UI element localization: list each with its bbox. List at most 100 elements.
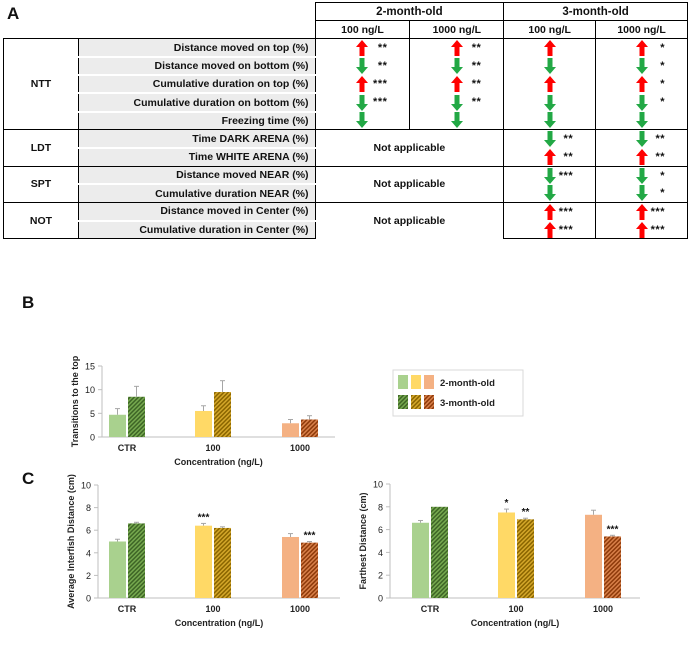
arrow-down-icon xyxy=(543,58,556,75)
arrow-up-icon xyxy=(635,203,648,220)
test-group-label: NOT xyxy=(3,202,79,240)
y-tick-label: 8 xyxy=(86,503,91,513)
x-tick-label: 1000 xyxy=(290,443,310,453)
arrow-up-icon xyxy=(543,148,556,165)
significance-mark: ** xyxy=(563,151,574,163)
y-tick-label: 0 xyxy=(378,594,383,604)
legend-swatch xyxy=(424,375,434,389)
arrow-down-icon xyxy=(635,185,648,202)
arrow-down-icon xyxy=(635,167,648,184)
effect-cell xyxy=(595,111,688,131)
x-tick-label: 1000 xyxy=(593,604,613,614)
significance-mark: *** xyxy=(607,524,619,535)
y-tick-label: 2 xyxy=(378,571,383,581)
y-tick-label: 10 xyxy=(81,481,91,491)
arrow-down-icon xyxy=(635,131,648,148)
arrow-down-icon xyxy=(356,94,369,111)
x-axis-label: Concentration (ng/L) xyxy=(471,618,560,628)
significance-mark: * xyxy=(660,42,665,55)
significance-mark: ** xyxy=(522,507,530,518)
effect-cell xyxy=(503,111,597,131)
chart-1: 0 2 4 6 8 10 *** *** CTR 100 1000 Concentration (ng… xyxy=(66,474,340,628)
significance-mark: ** xyxy=(471,78,482,91)
arrow-down-icon xyxy=(543,131,556,148)
effect-cell: ** xyxy=(409,93,505,112)
effect-cell: ** xyxy=(409,57,505,76)
effect-cell: * xyxy=(595,57,688,76)
bar-3-month-old-100 xyxy=(517,519,534,598)
concentration-header: 1000 ng/L xyxy=(409,20,505,39)
significance-mark: *** xyxy=(650,223,665,236)
bar-3-month-old-CTR xyxy=(128,523,145,598)
bar-3-month-old-100 xyxy=(214,527,231,598)
effect-cell: *** xyxy=(314,93,411,112)
arrow-down-icon xyxy=(356,58,369,75)
arrow-down-icon xyxy=(450,58,463,75)
table-row: LDT Time DARK ARENA (%) Not applicable ** ** xyxy=(3,129,688,167)
arrow-down-icon xyxy=(543,94,556,111)
x-tick-label: CTR xyxy=(118,443,137,453)
arrow-up-icon xyxy=(543,203,556,220)
arrow-down-icon xyxy=(635,94,648,111)
effect-cell: *** xyxy=(503,202,597,221)
test-group-label: LDT xyxy=(3,129,79,167)
significance-mark: *** xyxy=(304,531,316,542)
significance-mark: * xyxy=(660,60,665,73)
arrow-down-icon xyxy=(543,185,556,202)
effect-cell: ** xyxy=(409,75,505,94)
table-row: Cumulative duration on top (%) *** ** * xyxy=(4,74,688,95)
parameter-label: Time DARK ARENA (%) xyxy=(78,129,316,150)
y-tick-label: 8 xyxy=(378,502,383,512)
bar-3-month-old-CTR xyxy=(128,396,145,437)
x-axis-label: Concentration (ng/L) xyxy=(174,457,263,467)
arrow-up-icon xyxy=(356,76,369,93)
legend-swatch xyxy=(424,395,434,409)
bar-2-month-old-CTR xyxy=(109,541,126,598)
significance-mark: * xyxy=(660,78,665,91)
summary-table: 2-month-old 3-month-old 100 ng/L 1000 ng/L 1… xyxy=(3,1,688,240)
not-applicable-label: Not applicable xyxy=(314,129,505,167)
y-tick-label: 10 xyxy=(373,480,383,490)
parameter-label: Cumulative duration on bottom (%) xyxy=(78,92,316,113)
header-blank xyxy=(4,21,316,39)
chart-0: 0 5 10 15 CTR 100 1000 Concentration (ng/L) Tran… xyxy=(70,355,335,467)
arrow-up-icon xyxy=(450,40,463,57)
parameter-label: Distance moved on top (%) xyxy=(78,38,316,59)
bar-2-month-old-CTR xyxy=(412,522,429,598)
effect-cell: * xyxy=(595,165,688,185)
parameter-label: Distance moved in Center (%) xyxy=(78,202,316,222)
arrow-up-icon xyxy=(450,76,463,93)
effect-cell: ** xyxy=(595,129,688,148)
x-tick-label: 1000 xyxy=(290,604,310,614)
effect-cell xyxy=(314,111,411,131)
effect-cell: *** xyxy=(595,202,688,221)
test-group-label: SPT xyxy=(3,165,79,204)
bar-2-month-old-100 xyxy=(498,512,515,598)
bar-3-month-old-1000 xyxy=(301,419,318,437)
legend-box xyxy=(392,369,524,417)
effect-cell: *** xyxy=(314,75,411,94)
arrow-down-icon xyxy=(356,112,369,129)
effect-cell xyxy=(503,38,597,58)
significance-mark: ** xyxy=(471,60,482,73)
parameter-label: Distance moved NEAR (%) xyxy=(78,165,316,186)
significance-mark: * xyxy=(660,187,665,200)
bar-2-month-old-1000 xyxy=(282,423,299,437)
arrow-down-icon xyxy=(635,112,648,129)
significance-mark: *** xyxy=(198,512,210,523)
effect-cell: ** xyxy=(595,148,688,167)
parameter-label: Cumulative duration NEAR (%) xyxy=(78,183,316,204)
arrow-up-icon xyxy=(635,40,648,57)
arrow-up-icon xyxy=(543,76,556,93)
legend-label: 2-month-old xyxy=(440,378,495,389)
y-tick-label: 10 xyxy=(85,385,95,395)
significance-mark: ** xyxy=(563,133,574,146)
age-header: 2-month-old xyxy=(314,1,505,22)
x-tick-label: CTR xyxy=(421,604,440,614)
significance-mark: *** xyxy=(650,206,665,219)
effect-cell xyxy=(503,75,597,94)
arrow-down-icon xyxy=(543,112,556,129)
not-applicable-label: Not applicable xyxy=(314,202,505,239)
arrow-up-icon xyxy=(543,221,556,238)
y-tick-label: 15 xyxy=(85,362,95,372)
